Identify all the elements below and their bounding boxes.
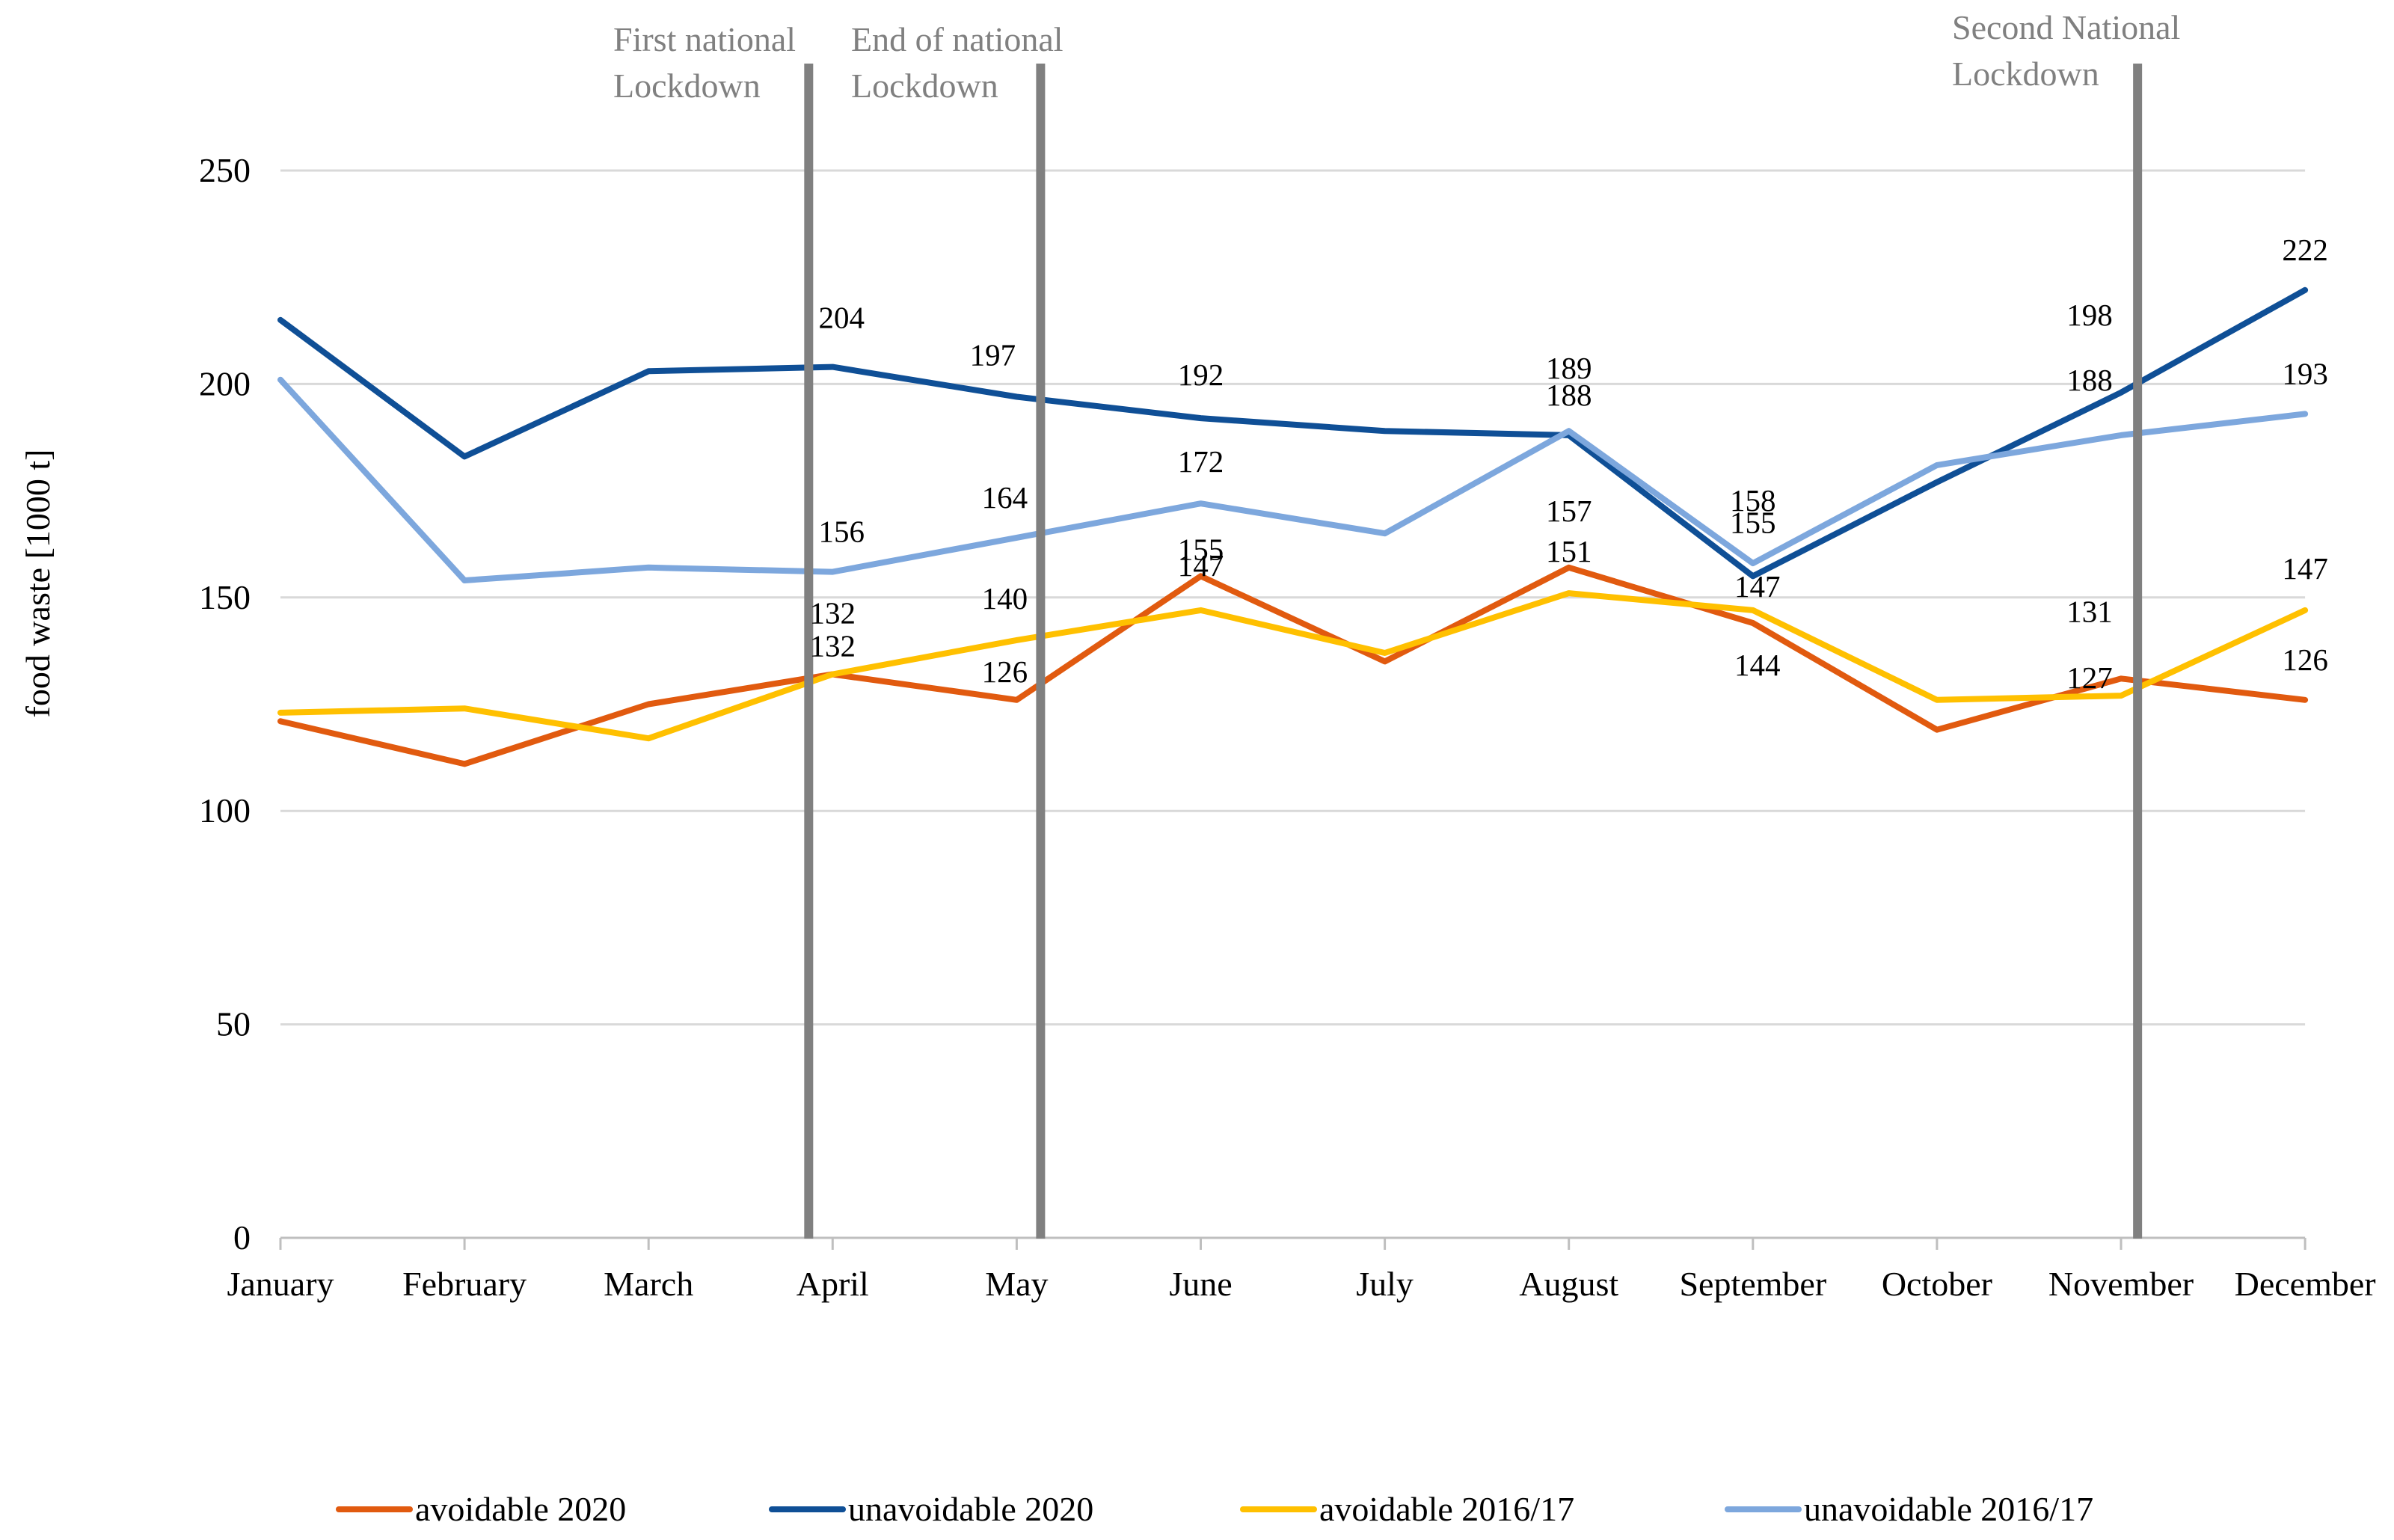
x-tick-label-august: August	[1519, 1265, 1618, 1303]
data-label-unavoidable-2020-may: 197	[970, 338, 1016, 372]
x-tick-label-march: March	[604, 1265, 693, 1303]
data-label-unavoidable-2016-17-august: 189	[1546, 351, 1592, 385]
data-label-avoidable-2020-june: 155	[1178, 532, 1224, 566]
legend-label-avoidable-2020: avoidable 2020	[415, 1490, 626, 1528]
data-label-unavoidable-2020-december: 222	[2282, 233, 2328, 267]
lockdown-label-3-line2: Lockdown	[1952, 55, 2099, 93]
data-label-avoidable-2020-april: 132	[810, 629, 856, 663]
data-label-avoidable-2016-17-august: 151	[1546, 534, 1592, 568]
series-line-avoidable-2020	[277, 564, 2309, 767]
y-tick-label-100: 100	[199, 791, 251, 829]
x-tick-label-november: November	[2048, 1265, 2194, 1303]
data-label-unavoidable-2016-17-september: 158	[1730, 483, 1776, 518]
data-label-unavoidable-2016-17-december: 193	[2282, 356, 2328, 390]
lockdown-label-2-line1: End of national	[851, 20, 1064, 58]
legend-label-unavoidable-2016-17: unavoidable 2016/17	[1804, 1490, 2093, 1528]
gridlines	[280, 169, 2306, 1026]
legend: avoidable 2020 unavoidable 2020 avoidable …	[336, 1490, 2093, 1528]
x-tick-label-october: October	[1882, 1265, 1992, 1303]
series-lines	[277, 286, 2309, 767]
x-tick-label-february: February	[402, 1265, 527, 1303]
data-label-avoidable-2020-may: 126	[982, 654, 1028, 689]
data-label-unavoidable-2020-june: 192	[1178, 358, 1224, 392]
data-label-avoidable-2020-november: 131	[2066, 594, 2113, 628]
x-tick-label-december: December	[2235, 1265, 2376, 1303]
lockdown-label-3-line1: Second National	[1952, 8, 2180, 46]
lockdown-label-1-line2: Lockdown	[613, 67, 761, 105]
y-tick-label-250: 250	[199, 151, 251, 189]
data-label-unavoidable-2016-17-may: 164	[982, 480, 1028, 515]
series-line-unavoidable-2020	[277, 286, 2309, 580]
data-label-unavoidable-2020-september: 155	[1730, 505, 1776, 539]
legend-label-unavoidable-2020: unavoidable 2020	[848, 1490, 1093, 1528]
data-label-unavoidable-2016-17-april: 156	[819, 515, 865, 549]
data-label-avoidable-2020-august: 157	[1546, 494, 1592, 528]
x-tick-label-july: July	[1356, 1265, 1414, 1303]
y-tick-label-200: 200	[199, 364, 251, 402]
data-label-avoidable-2016-17-november: 127	[2066, 660, 2113, 695]
data-labels: 132 126 155 157 144 131 126 204 197 192 188 155 198 2…	[810, 233, 2328, 695]
data-label-avoidable-2016-17-december: 147	[2282, 551, 2328, 586]
series-line-avoidable-2016-17	[277, 590, 2309, 742]
x-tick-label-june: June	[1169, 1265, 1232, 1303]
legend-label-avoidable-2016-17: avoidable 2016/17	[1319, 1490, 1574, 1528]
data-label-unavoidable-2020-august: 188	[1546, 378, 1592, 412]
data-label-avoidable-2016-17-april: 132	[810, 596, 856, 631]
data-label-avoidable-2020-december: 126	[2282, 642, 2328, 677]
series-line-unavoidable-2016-17	[277, 376, 2309, 583]
y-tick-label-50: 50	[216, 1005, 251, 1043]
data-label-unavoidable-2016-17-november: 188	[2066, 363, 2113, 397]
y-tick-label-0: 0	[233, 1218, 251, 1257]
data-label-unavoidable-2016-17-june: 172	[1178, 444, 1224, 479]
axes: 0 50 100 150 200 250 January February March April…	[199, 151, 2376, 1303]
data-label-unavoidable-2020-april: 204	[819, 301, 865, 335]
data-label-avoidable-2016-17-may: 140	[982, 581, 1028, 616]
data-label-unavoidable-2020-november: 198	[2066, 298, 2113, 332]
data-label-avoidable-2016-17-september: 147	[1734, 569, 1781, 604]
x-tick-label-september: September	[1679, 1265, 1826, 1303]
lockdown-label-1-line1: First national	[613, 20, 796, 58]
y-axis-label: food waste [1000 t]	[19, 450, 57, 718]
x-tick-label-april: April	[797, 1265, 869, 1303]
lockdown-label-2-line2: Lockdown	[851, 67, 998, 105]
x-tick-label-january: January	[227, 1265, 334, 1303]
data-label-avoidable-2016-17-june: 147	[1178, 548, 1224, 583]
x-tick-label-may: May	[985, 1265, 1048, 1303]
lockdown-markers: First national Lockdown End of national Loc…	[613, 8, 2180, 1239]
data-label-avoidable-2020-september: 144	[1734, 648, 1781, 682]
y-tick-label-150: 150	[199, 578, 251, 616]
